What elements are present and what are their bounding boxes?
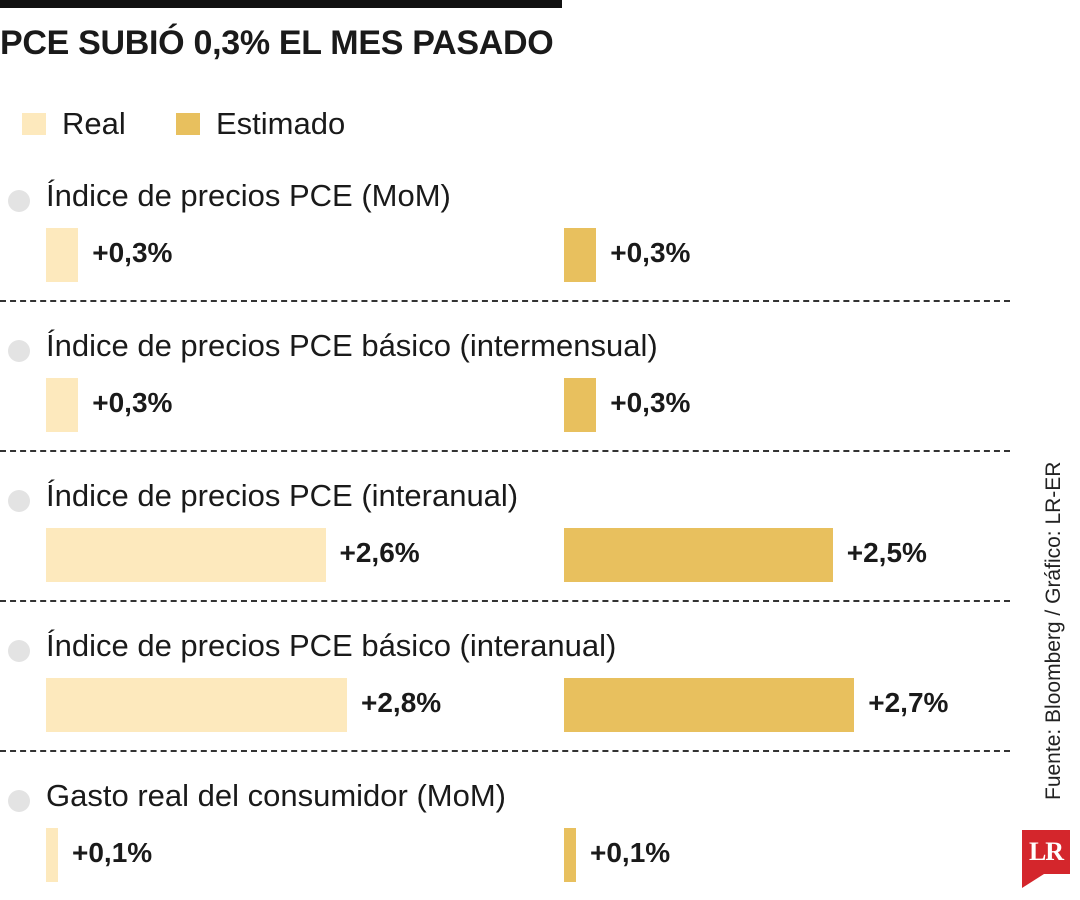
bar-value-label: +0,3% <box>92 387 173 418</box>
source-credit: Fuente: Bloomberg / Gráfico: LR-ER <box>1042 461 1065 800</box>
row-bullet-dot <box>8 490 30 512</box>
row-divider <box>0 600 1010 602</box>
row-bullet-dot <box>8 790 30 812</box>
row-bullet-dot <box>8 640 30 662</box>
bar-real <box>46 528 326 582</box>
bar-estimado <box>564 828 576 882</box>
category-label: Índice de precios PCE (MoM) <box>46 178 451 213</box>
bar-real <box>46 378 79 432</box>
bar-estimado <box>564 528 833 582</box>
category-label: Índice de precios PCE (interanual) <box>46 478 519 513</box>
bar-estimado <box>564 378 597 432</box>
bar-real <box>46 228 79 282</box>
title-rule <box>0 0 562 8</box>
legend-label-real: Real <box>62 106 126 141</box>
bar-value-label: +2,6% <box>339 537 420 568</box>
bar-value-label: +0,3% <box>610 387 691 418</box>
lr-logo: LR <box>1022 830 1070 874</box>
category-label: Índice de precios PCE básico (interanual… <box>46 628 617 663</box>
legend-label-estimado: Estimado <box>216 106 346 141</box>
bar-value-label: +2,5% <box>846 537 927 568</box>
row-divider <box>0 750 1010 752</box>
bar-value-label: +0,1% <box>590 837 671 868</box>
legend-item-estimado: Estimado <box>176 104 345 144</box>
bar-real <box>46 828 58 882</box>
bar-value-label: +0,1% <box>72 837 153 868</box>
bar-value-label: +2,7% <box>868 687 949 718</box>
legend-item-real: Real <box>22 104 126 144</box>
legend-swatch-real <box>22 113 46 135</box>
bar-value-label: +2,8% <box>361 687 442 718</box>
row-divider <box>0 300 1010 302</box>
bar-value-label: +0,3% <box>610 237 691 268</box>
row-bullet-dot <box>8 190 30 212</box>
legend-swatch-estimado <box>176 113 200 135</box>
lr-logo-tail <box>1022 874 1044 888</box>
row-divider <box>0 450 1010 452</box>
bar-estimado <box>564 678 855 732</box>
chart-title: PCE SUBIÓ 0,3% EL MES PASADO <box>0 24 554 62</box>
bar-value-label: +0,3% <box>92 237 173 268</box>
category-label: Gasto real del consumidor (MoM) <box>46 778 506 813</box>
category-label: Índice de precios PCE básico (intermensu… <box>46 328 658 363</box>
bar-real <box>46 678 347 732</box>
row-bullet-dot <box>8 340 30 362</box>
bar-estimado <box>564 228 597 282</box>
